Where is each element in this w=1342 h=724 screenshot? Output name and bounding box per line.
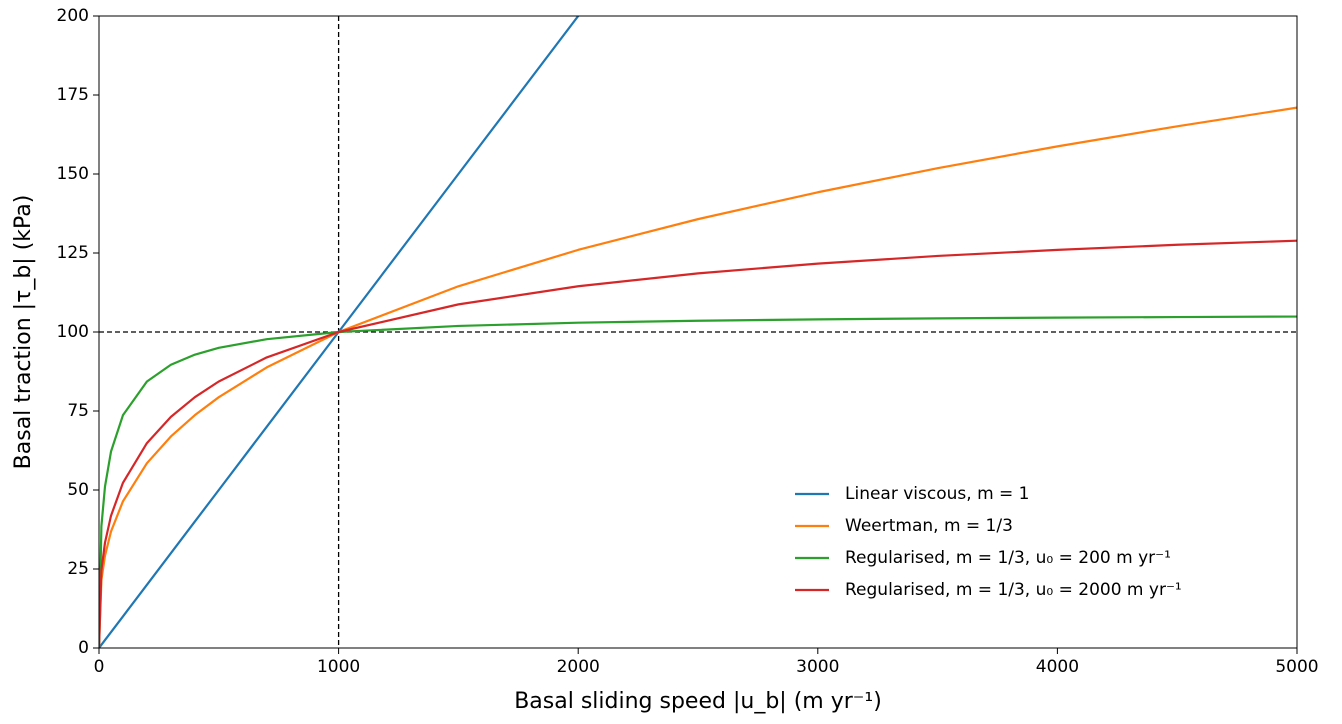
- series-line: [99, 106, 1297, 648]
- y-tick-label: 200: [57, 6, 89, 26]
- x-tick-label: 0: [94, 657, 105, 677]
- y-tick-label: 175: [57, 85, 89, 105]
- y-tick-label: 75: [67, 401, 89, 421]
- x-tick-label: 1000: [317, 657, 360, 677]
- legend-label: Weertman, m = 1/3: [845, 516, 1013, 536]
- y-axis-label: Basal traction |τ_b| (kPa): [11, 195, 36, 470]
- x-tick-label: 5000: [1275, 657, 1318, 677]
- series-line: [99, 239, 1297, 648]
- y-tick-label: 100: [57, 322, 89, 342]
- legend-label: Regularised, m = 1/3, u₀ = 200 m yr⁻¹: [845, 548, 1171, 568]
- legend-label: Linear viscous, m = 1: [845, 484, 1030, 504]
- x-tick-label: 2000: [557, 657, 600, 677]
- y-tick-label: 150: [57, 164, 89, 184]
- legend-label: Regularised, m = 1/3, u₀ = 2000 m yr⁻¹: [845, 580, 1182, 600]
- y-tick-label: 25: [67, 559, 89, 579]
- y-tick-label: 125: [57, 243, 89, 263]
- x-tick-label: 3000: [796, 657, 839, 677]
- y-tick-label: 50: [67, 480, 89, 500]
- x-tick-label: 4000: [1036, 657, 1079, 677]
- y-tick-label: 0: [78, 638, 89, 658]
- plot-area: [99, 16, 1297, 648]
- series-line: [99, 16, 580, 648]
- series-line: [99, 315, 1297, 648]
- x-axis-label: Basal sliding speed |u_b| (m yr⁻¹): [514, 689, 882, 714]
